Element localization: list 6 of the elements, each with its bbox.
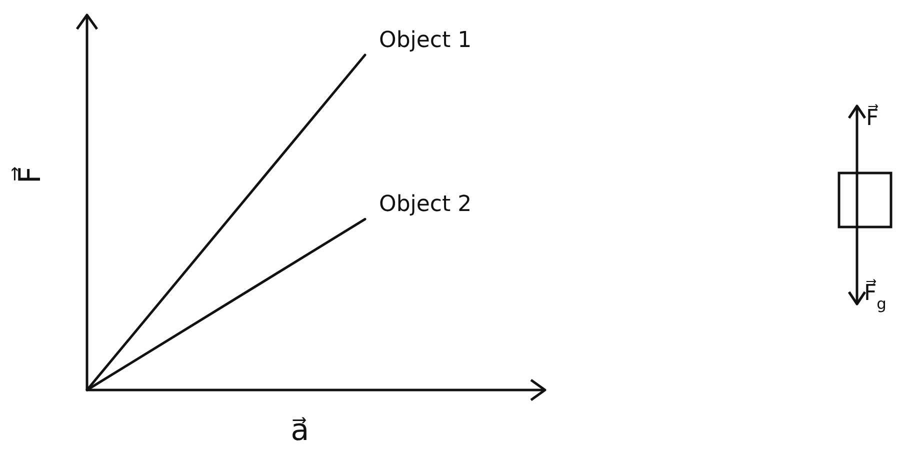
series-label: Object 2 [379,192,472,218]
y-axis-title: F⃗ [12,166,48,184]
text: F⃗$_{g}$ [864,278,886,313]
text: F⃗ [866,104,879,131]
series-label: Object 1 [379,28,472,53]
x-axis-title: a⃗ [290,413,310,448]
